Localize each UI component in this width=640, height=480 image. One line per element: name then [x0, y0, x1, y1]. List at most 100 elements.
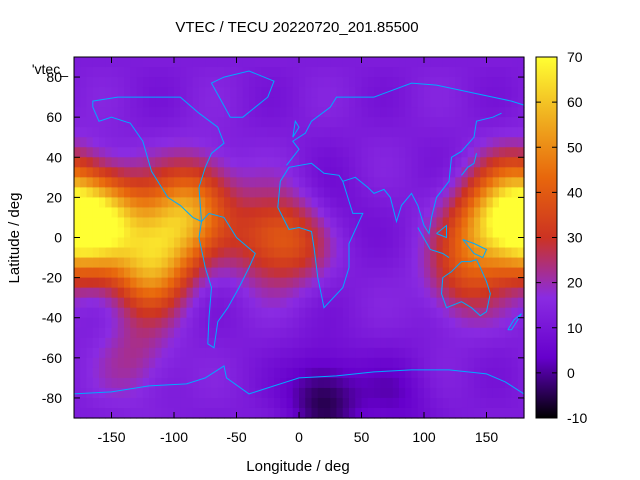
heatmap-cell [105, 117, 113, 128]
heatmap-cell [361, 177, 369, 188]
heatmap-cell [105, 337, 113, 349]
heatmap-cell [286, 387, 294, 399]
heatmap-cell [461, 277, 469, 289]
heatmap-cell [236, 207, 244, 219]
heatmap-cell [267, 197, 275, 209]
heatmap-cell [155, 237, 163, 249]
heatmap-cell [374, 307, 381, 319]
heatmap-cell [86, 87, 94, 98]
heatmap-cell [174, 377, 181, 389]
heatmap-cell [211, 97, 219, 108]
heatmap-cell [99, 137, 106, 148]
heatmap-cell [161, 337, 169, 349]
heatmap-cell [99, 77, 106, 88]
heatmap-cell [499, 97, 506, 108]
heatmap-cell [286, 317, 294, 329]
heatmap-cell [311, 117, 319, 128]
heatmap-cell [130, 347, 138, 359]
heatmap-cell [217, 357, 225, 369]
heatmap-cell [480, 137, 488, 148]
heatmap-cell [330, 87, 338, 98]
heatmap-cell [386, 387, 394, 399]
heatmap-cell [355, 237, 363, 249]
heatmap-cell [174, 127, 181, 138]
heatmap-cell [330, 327, 338, 339]
heatmap-cell [274, 187, 281, 198]
heatmap-cell [361, 397, 369, 409]
heatmap-cell [167, 247, 175, 259]
coastline [461, 153, 477, 176]
heatmap-cell [467, 197, 475, 209]
heatmap-cell [255, 77, 263, 88]
heatmap-cell [267, 137, 275, 148]
heatmap-cell [124, 337, 131, 349]
heatmap-cell [236, 337, 244, 349]
heatmap-cell [99, 347, 106, 359]
heatmap-cell [417, 147, 425, 158]
heatmap-cell [380, 247, 388, 259]
heatmap-cell [80, 287, 88, 299]
heatmap-cell [342, 177, 350, 188]
heatmap-cell [330, 297, 338, 309]
heatmap-cell [124, 57, 131, 68]
heatmap-cell [505, 187, 513, 198]
heatmap-cell [199, 147, 206, 158]
heatmap-cell [199, 327, 206, 339]
heatmap-cell [492, 87, 500, 98]
heatmap-cell [130, 287, 138, 299]
heatmap-cell [430, 187, 438, 198]
heatmap-cell [380, 377, 388, 389]
heatmap-cell [492, 377, 500, 389]
heatmap-cell [492, 107, 500, 118]
heatmap-cell [442, 307, 450, 319]
heatmap-cell [92, 397, 100, 409]
heatmap-cell [424, 177, 431, 188]
heatmap-cell [80, 247, 88, 259]
heatmap-cell [105, 177, 113, 188]
heatmap-cell [380, 397, 388, 409]
heatmap-cell [255, 137, 263, 148]
heatmap-cell [349, 267, 356, 279]
heatmap-cell [117, 117, 125, 128]
heatmap-cell [430, 347, 438, 359]
heatmap-cell [230, 187, 238, 198]
heatmap-cell [192, 137, 200, 148]
heatmap-cell [105, 307, 113, 319]
heatmap-cell [449, 327, 456, 339]
heatmap-cell [155, 267, 163, 279]
heatmap-cell [305, 97, 313, 108]
heatmap-cell [174, 407, 181, 419]
heatmap-cell [292, 317, 300, 329]
x-tick-label: 0 [295, 429, 303, 445]
heatmap-cell [424, 357, 431, 369]
heatmap-cell [424, 267, 431, 279]
heatmap-cell [492, 287, 500, 299]
heatmap-cell [511, 387, 519, 399]
heatmap-cell [486, 87, 494, 98]
coastline [198, 212, 256, 349]
heatmap-cell [86, 407, 94, 419]
heatmap-cell [324, 67, 331, 78]
heatmap-cell [449, 57, 456, 68]
heatmap-cell [136, 317, 144, 329]
heatmap-cell [255, 387, 263, 399]
heatmap-cell [280, 97, 288, 108]
heatmap-cell [330, 177, 338, 188]
heatmap-cell [430, 247, 438, 259]
heatmap-cell [199, 357, 206, 369]
heatmap-cell [505, 297, 513, 309]
heatmap-cell [436, 147, 444, 158]
heatmap-cell [136, 227, 144, 239]
heatmap-cell [424, 157, 431, 168]
heatmap-cell [111, 137, 119, 148]
heatmap-cell [124, 67, 131, 78]
heatmap-cell [455, 77, 463, 88]
heatmap-cell [174, 117, 181, 128]
heatmap-cell [130, 327, 138, 339]
heatmap-cell [305, 357, 313, 369]
heatmap-cell [492, 237, 500, 249]
heatmap-cell [74, 227, 81, 239]
heatmap-cell [386, 357, 394, 369]
heatmap-cell [167, 347, 175, 359]
heatmap-cell [274, 247, 281, 259]
